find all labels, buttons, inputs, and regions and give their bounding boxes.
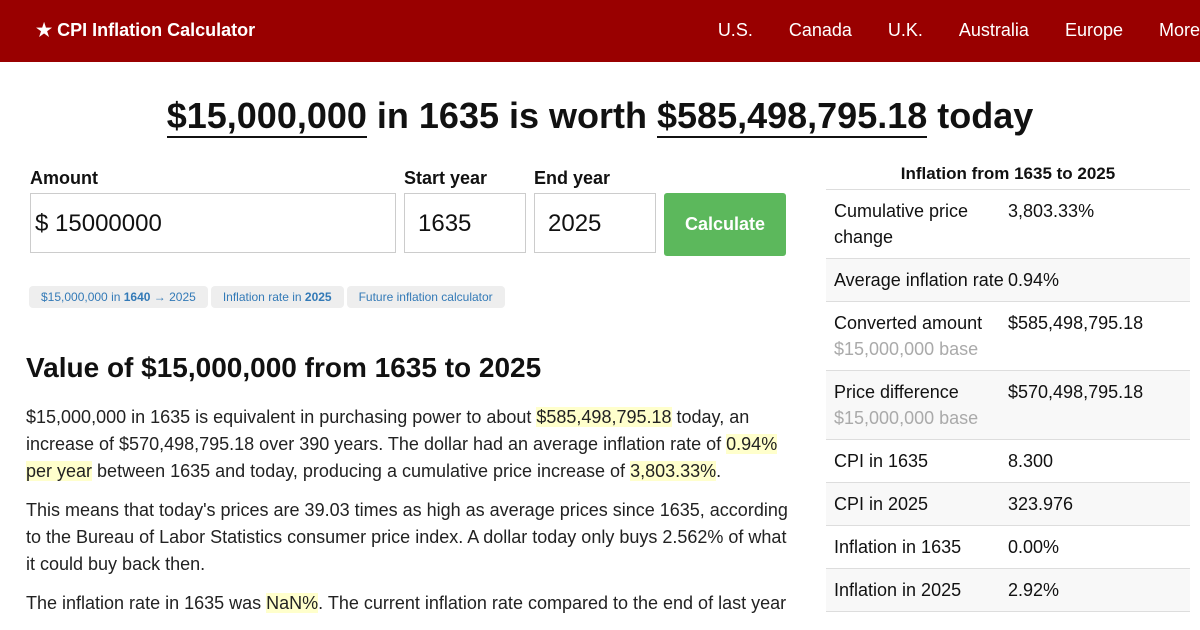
paragraph: The inflation rate in 1635 was NaN%. The… xyxy=(26,590,796,617)
field-label: End year xyxy=(534,168,611,188)
calculate-button[interactable]: Calculate xyxy=(664,193,786,256)
text: $15,000,000 in 1635 is equivalent in pur… xyxy=(26,407,537,427)
input[interactable]: 2025 xyxy=(534,193,656,253)
row-label: Average inflation rate xyxy=(834,267,1008,293)
row-value: 8.300 xyxy=(1008,451,1054,471)
row-label: Cumulative price change xyxy=(834,198,1008,250)
row-value: $585,498,795.18 xyxy=(1008,313,1144,333)
text: today xyxy=(927,95,1034,136)
underline: $585,498,795.18 xyxy=(657,95,928,138)
table-row: CPI in 2025 323.976 xyxy=(826,483,1190,526)
label-text: Price difference xyxy=(834,382,959,402)
field: Start year 1635 xyxy=(404,168,526,253)
table-row: Inflation in 2025 2.92% xyxy=(826,569,1190,612)
field-label: Start year xyxy=(404,168,488,188)
label-text: CPI in 1635 xyxy=(834,451,929,471)
table-row: Inflation in 1635 0.00% xyxy=(826,526,1190,569)
label-text: Inflation in 2025 xyxy=(834,580,962,600)
highlight: NaN% xyxy=(266,593,319,613)
nav-link[interactable]: Australia xyxy=(958,20,1029,40)
input-value: 2025 xyxy=(548,210,602,237)
table-row: Converted amount $15,000,000 base $585,498… xyxy=(826,302,1190,371)
row-value: 2.92% xyxy=(1008,580,1060,600)
sidebar: Inflation from 1635 to 2025 Cumulative p… xyxy=(826,164,1190,612)
label-text: Inflation in 1635 xyxy=(834,537,962,557)
link-pill[interactable]: Inflation rate in 2025 xyxy=(210,286,344,308)
text: The inflation rate in 1635 was xyxy=(26,593,267,613)
headline: $15,000,000 in 1635 is worth $585,498,79… xyxy=(0,95,1200,138)
bold: 2025 xyxy=(304,290,332,304)
row-value: 0.00% xyxy=(1008,537,1060,557)
input[interactable]: $ 15000000 xyxy=(30,193,396,253)
article: Value of $15,000,000 from 1635 to 2025 $… xyxy=(26,352,796,629)
highlight: $585,498,795.18 xyxy=(536,407,672,427)
text: in 1635 is worth xyxy=(366,95,657,136)
row-label: Inflation in 2025 xyxy=(834,577,1008,603)
table-row: Cumulative price change 3,803.33% xyxy=(826,190,1190,259)
row-label: Inflation in 1635 xyxy=(834,534,1008,560)
nav-link[interactable]: More xyxy=(1158,20,1200,40)
nav-link[interactable]: Canada xyxy=(788,20,852,40)
label-text: Converted amount xyxy=(834,313,983,333)
text: Inflation rate in xyxy=(222,290,305,304)
row-label: CPI in 1635 xyxy=(834,448,1008,474)
paragraph: This means that today's prices are 39.03… xyxy=(26,497,796,578)
nav-link[interactable]: U.K. xyxy=(887,20,923,40)
highlight: 3,803.33% xyxy=(630,461,717,481)
table-row: CPI in 1635 8.300 xyxy=(826,440,1190,483)
label-text: Average inflation rate xyxy=(834,270,1004,290)
input-value: 15000000 xyxy=(55,210,162,237)
nav-link[interactable]: U.S. xyxy=(717,20,753,40)
table-row: Average inflation rate 0.94% xyxy=(826,259,1190,302)
text: $15,000,000 in xyxy=(41,290,124,304)
sidebar-table: Cumulative price change 3,803.33% Average … xyxy=(826,190,1190,612)
row-label: Converted amount $15,000,000 base xyxy=(834,310,1008,362)
input-value: 1635 xyxy=(418,210,472,237)
text: between 1635 and today, producing a cumu… xyxy=(92,461,631,481)
link-pill[interactable]: $15,000,000 in 1640 → 2025 xyxy=(29,286,208,308)
paragraph: $15,000,000 in 1635 is equivalent in pur… xyxy=(26,404,796,485)
row-value: $570,498,795.18 xyxy=(1008,382,1144,402)
sidebar-title: Inflation from 1635 to 2025 xyxy=(826,164,1190,190)
link-pill[interactable]: Future inflation calculator xyxy=(346,286,505,308)
text: Future inflation calculator xyxy=(358,290,493,304)
row-label: CPI in 2025 xyxy=(834,491,1008,517)
text: → 2025 xyxy=(150,290,196,304)
text: today, an increase of $570,498,795.18 ov… xyxy=(26,407,750,454)
quick-links: $15,000,000 in 1640 → 2025 Inflation rate… xyxy=(29,286,508,308)
row-note: $15,000,000 base xyxy=(834,408,979,428)
header: ★ CPI Inflation Calculator U.S. Canada U.K… xyxy=(0,0,1200,62)
row-value: 0.94% xyxy=(1008,270,1060,290)
underline: $15,000,000 xyxy=(166,95,367,138)
brand[interactable]: ★ CPI Inflation Calculator xyxy=(36,20,256,40)
row-value: 323.976 xyxy=(1008,494,1074,514)
label-text: Cumulative price change xyxy=(834,201,969,247)
input[interactable]: 1635 xyxy=(404,193,526,253)
row-value: 3,803.33% xyxy=(1008,201,1095,221)
nav-link[interactable]: Europe xyxy=(1064,20,1123,40)
nav: U.S. Canada U.K. Australia Europe More xyxy=(682,20,1200,41)
label-text: CPI in 2025 xyxy=(834,494,929,514)
text: This means that today's prices are 39.03… xyxy=(26,500,788,574)
row-label: Price difference $15,000,000 base xyxy=(834,379,1008,431)
table-row: Price difference $15,000,000 base $570,498… xyxy=(826,371,1190,440)
row-note: $15,000,000 base xyxy=(834,339,979,359)
paragraphs: $15,000,000 in 1635 is equivalent in pur… xyxy=(26,404,796,617)
input-prefix: $ xyxy=(35,210,49,237)
text: . The current inflation rate compared to… xyxy=(318,593,787,613)
field: End year 2025 xyxy=(534,168,656,253)
field-label: Amount xyxy=(30,168,98,188)
article-heading: Value of $15,000,000 from 1635 to 2025 xyxy=(26,352,542,383)
bold: 1640 xyxy=(123,290,151,304)
text: . xyxy=(716,461,722,481)
field: Amount $ 15000000 xyxy=(30,168,396,253)
